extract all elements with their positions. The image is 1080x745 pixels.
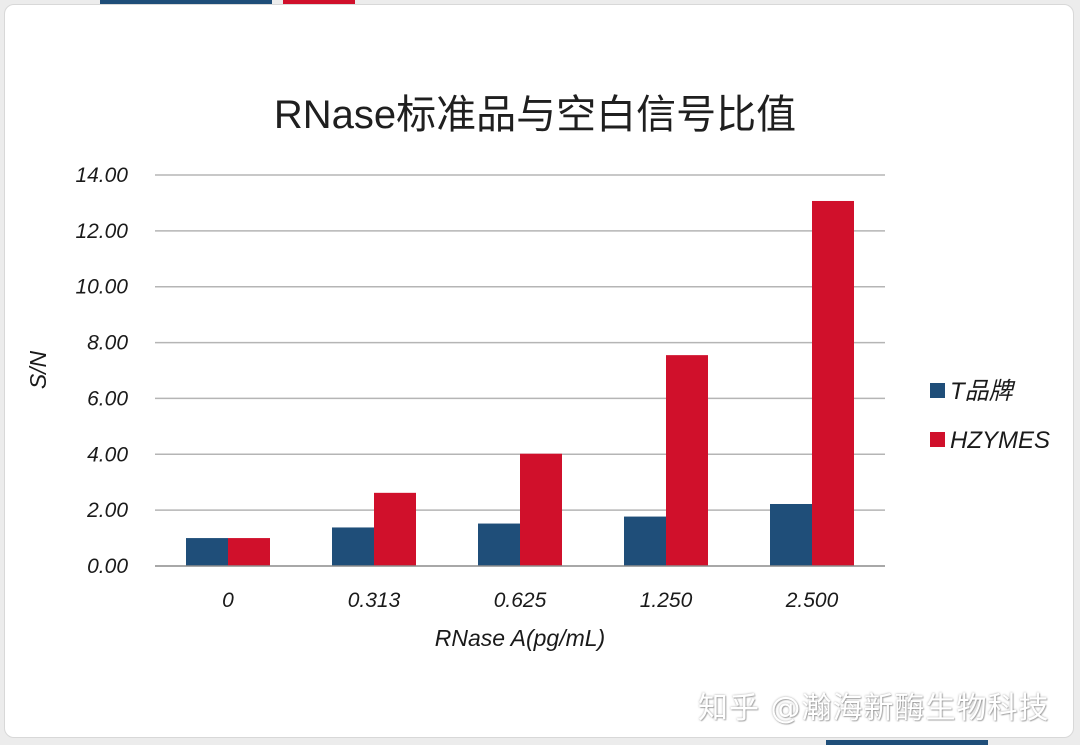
bar-t-brand xyxy=(478,523,520,566)
y-tick-labels: 0.00 2.00 4.00 6.00 8.00 10.00 12.00 14.00 xyxy=(75,164,128,578)
y-tick-label: 6.00 xyxy=(87,387,128,410)
chart-title: RNase标准品与空白信号比值 xyxy=(274,93,796,137)
bar-hzymes xyxy=(812,200,854,566)
y-tick-label: 0.00 xyxy=(87,555,128,578)
y-tick-label: 10.00 xyxy=(75,276,128,299)
bar-t-brand xyxy=(186,538,228,566)
y-tick-label: 14.00 xyxy=(75,164,128,187)
legend-swatch-hzymes xyxy=(930,432,945,447)
legend-label-hzymes: HZYMES xyxy=(950,427,1050,454)
top-decoration-blue xyxy=(100,0,272,4)
x-tick-labels: 0 0.313 0.625 1.250 2.500 xyxy=(222,589,838,612)
bars xyxy=(186,200,854,566)
bar-t-brand xyxy=(770,503,812,566)
legend-label-t-brand: T品牌 xyxy=(950,378,1016,405)
bar-hzymes xyxy=(374,492,416,566)
watermark: 知乎 @瀚海新酶生物科技 xyxy=(698,691,1050,726)
y-tick-label: 8.00 xyxy=(87,332,128,355)
y-tick-label: 4.00 xyxy=(87,443,128,466)
y-tick-label: 2.00 xyxy=(86,499,128,522)
x-tick-label: 0.313 xyxy=(348,589,401,612)
y-tick-label: 12.00 xyxy=(75,220,128,243)
x-axis-label: RNase A(pg/mL) xyxy=(435,625,605,651)
bar-hzymes xyxy=(228,538,270,566)
bottom-decoration-blue xyxy=(826,740,988,745)
y-axis-label: S/N xyxy=(25,350,51,389)
x-tick-label: 0.625 xyxy=(494,589,547,612)
x-tick-label: 0 xyxy=(222,589,234,612)
x-tick-label: 2.500 xyxy=(785,589,839,612)
x-tick-label: 1.250 xyxy=(640,589,693,612)
bar-t-brand xyxy=(332,527,374,566)
top-decoration-red xyxy=(283,0,355,4)
bar-t-brand xyxy=(624,516,666,566)
bar-hzymes xyxy=(520,453,562,566)
legend: T品牌 HZYMES xyxy=(930,378,1050,454)
legend-swatch-t-brand xyxy=(930,383,945,398)
chart-card xyxy=(4,4,1074,738)
bar-hzymes xyxy=(666,355,708,566)
